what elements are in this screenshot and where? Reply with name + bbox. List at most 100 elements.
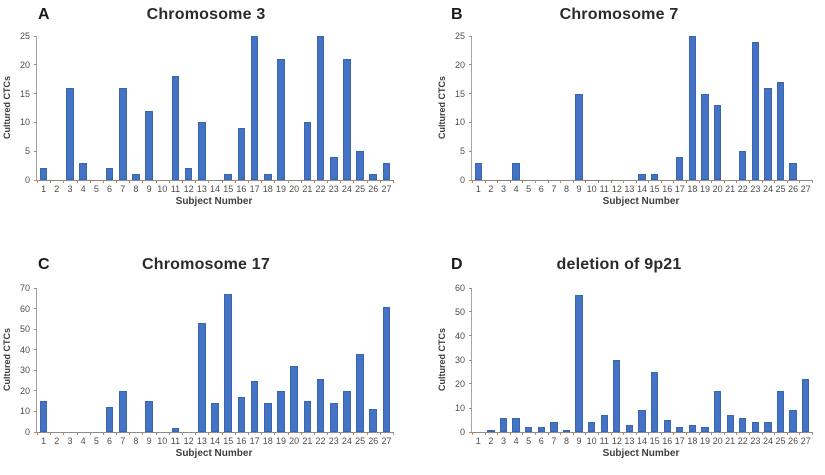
x-axis-tick-label: 23 (750, 436, 761, 446)
bar-slot (724, 36, 737, 180)
bar (764, 422, 772, 432)
x-axis-tick-mark (572, 432, 574, 435)
x-axis-tick-mark (89, 432, 91, 435)
x-axis-tick-label: 14 (210, 184, 221, 194)
x-axis-tick-mark (623, 432, 625, 435)
x-axis-tick-mark (812, 432, 813, 435)
bar (66, 87, 74, 180)
x-axis-tick-label: 13 (196, 436, 207, 446)
bar-slot (799, 36, 812, 180)
bar-slot (598, 36, 611, 180)
bar-slot (686, 288, 699, 432)
bar-slot (686, 36, 699, 180)
x-axis-tick-label: 20 (712, 184, 723, 194)
bar (789, 162, 797, 180)
x-axis-tick-label: 17 (674, 436, 685, 446)
x-axis-tick-mark (547, 180, 549, 183)
x-axis-tick-mark (89, 180, 91, 183)
bar (638, 174, 646, 180)
x-axis-tick-mark (313, 432, 315, 435)
x-axis-tick-mark (234, 180, 236, 183)
x-axis-tick-label: 10 (157, 436, 168, 446)
x-axis-tick-label: 2 (488, 184, 494, 194)
bar-slot (699, 288, 712, 432)
x-axis-tick-label: 1 (41, 184, 47, 194)
plot-area: 1 2 3 4 5 6 7 8 9 10 11 12 13 14 15 16 17 18 19 20 21 22 23 24 2… (455, 283, 813, 446)
x-axis-tick-mark (366, 432, 368, 435)
x-axis-tick-label: 15 (649, 436, 660, 446)
x-axis-tick-label: 9 (146, 184, 152, 194)
bar (39, 168, 48, 180)
x-axis-tick-label: 26 (368, 436, 379, 446)
bar (739, 151, 747, 180)
x-axis-tick-label: 8 (563, 184, 569, 194)
y-axis-tick-mark (469, 64, 472, 66)
x-axis-tick-mark (711, 180, 713, 183)
bar (550, 422, 558, 432)
bar-slot (623, 36, 636, 180)
x-axis-tick-mark (274, 180, 276, 183)
x-axis-tick-label: 15 (223, 184, 234, 194)
y-axis-tick-label: 30 (19, 365, 30, 376)
x-axis-tick-mark (484, 432, 486, 435)
bar-slot (169, 288, 182, 432)
x-axis-tick-mark (812, 180, 813, 183)
bar-slot (235, 36, 248, 180)
bar (701, 427, 709, 432)
y-axis-tick-mark (469, 311, 472, 313)
y-axis-tick-label: 40 (19, 344, 30, 355)
bar-slot (103, 36, 116, 180)
x-axis-tick-label: 14 (210, 436, 221, 446)
x-axis-tick-mark (353, 180, 355, 183)
y-axis-tick-mark (34, 308, 37, 310)
x-axis-tick-label: 4 (513, 184, 519, 194)
bar-slot (50, 288, 63, 432)
x-axis-tick-mark (497, 180, 499, 183)
bar-slot (380, 288, 393, 432)
x-axis-tick-label: 5 (93, 184, 99, 194)
x-axis-tick-label: 27 (381, 436, 392, 446)
x-axis-tick-label: 1 (475, 436, 481, 446)
bar-slot (648, 288, 661, 432)
bar (39, 401, 48, 432)
bar-slot (535, 288, 548, 432)
x-axis-tick-label: 17 (249, 184, 260, 194)
x-axis-tick-mark (247, 432, 249, 435)
x-axis-tick-mark (749, 432, 751, 435)
bar-slot (208, 288, 221, 432)
x-axis-tick-mark (340, 180, 342, 183)
x-axis-tick-mark (37, 180, 38, 183)
x-axis-tick-mark (736, 180, 738, 183)
bar-slot (63, 288, 76, 432)
bar (356, 353, 364, 432)
x-axis-tick-mark (247, 180, 249, 183)
x-axis-tick-mark (195, 432, 197, 435)
bar (171, 76, 180, 180)
x-axis-tick-mark (274, 432, 276, 435)
bar-slot (340, 36, 353, 180)
bar (751, 41, 759, 180)
x-axis-tick-label: 3 (67, 184, 73, 194)
x-axis-tick-mark (547, 432, 549, 435)
bar-slot (736, 288, 749, 432)
x-axis-tick-label: 4 (80, 184, 86, 194)
plot-area: 1 2 3 4 5 6 7 8 9 10 11 12 13 14 15 16 17 18 19 20 21 22 23 24 2… (455, 31, 813, 194)
panel-label-a: A (38, 6, 50, 23)
x-axis-tick-mark (761, 432, 763, 435)
bar (277, 59, 285, 180)
bar-slot (573, 288, 586, 432)
x-axis-tick-label: 22 (315, 436, 326, 446)
bar-slot (636, 36, 649, 180)
bar-slot (611, 288, 624, 432)
x-axis-tick-label: 21 (725, 436, 736, 446)
bar-slot (485, 288, 498, 432)
y-axis-tick-label: 20 (454, 379, 465, 389)
y-axis-tick-label: 60 (454, 283, 465, 293)
bar-slot (749, 288, 762, 432)
x-axis-tick-label: 7 (120, 436, 126, 446)
bar-slot (787, 36, 800, 180)
x-axis-tick-mark (711, 432, 713, 435)
x-axis-title: Subject Number (602, 448, 680, 459)
bar-slot (711, 288, 724, 432)
